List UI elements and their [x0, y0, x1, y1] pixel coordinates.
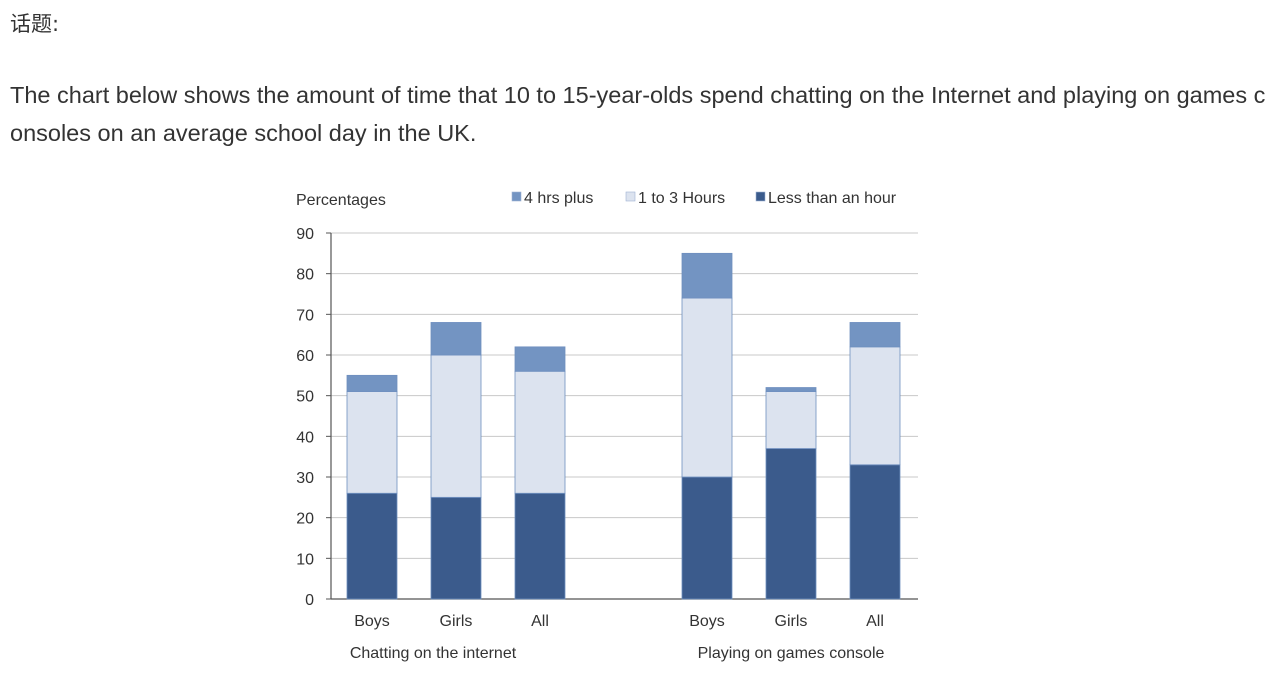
prompt-text: The chart below shows the amount of time… [10, 82, 1266, 146]
y-tick-label: 90 [296, 226, 314, 243]
bar-segment-less-than-an-hour [681, 476, 733, 600]
bar-segment-less-than-an-hour [765, 448, 817, 600]
bar-segment-1-to-3-hours [765, 391, 817, 449]
legend-swatch [511, 191, 522, 202]
x-tick-label: All [866, 613, 884, 630]
y-tick-label: 80 [296, 267, 314, 284]
y-tick-label: 60 [296, 348, 314, 365]
legend-label: 4 hrs plus [524, 190, 593, 207]
y-tick-label: 10 [296, 551, 314, 568]
x-tick-label: Boys [689, 613, 725, 630]
x-tick-label: Girls [440, 613, 473, 630]
bar-segment-less-than-an-hour [514, 492, 566, 600]
bar-segment-4-hrs-plus [514, 346, 566, 372]
bar-segment-4-hrs-plus [849, 322, 901, 348]
bar-segment-1-to-3-hours [514, 370, 566, 494]
y-tick-label: 0 [305, 592, 314, 609]
bar-segment-1-to-3-hours [430, 354, 482, 498]
y-axis-label: Percentages [296, 192, 386, 209]
legend-swatch [625, 191, 636, 202]
bar-segment-1-to-3-hours [849, 346, 901, 466]
legend-swatch [755, 191, 766, 202]
bar-segment-4-hrs-plus [681, 252, 733, 299]
bar-segment-less-than-an-hour [430, 496, 482, 600]
x-tick-label: Girls [775, 613, 808, 630]
group-label: Chatting on the internet [350, 645, 517, 662]
topic-label: 话题: [10, 12, 60, 36]
y-tick-label: 20 [296, 511, 314, 528]
bar-segment-4-hrs-plus [765, 387, 817, 392]
y-tick-label: 30 [296, 470, 314, 487]
y-tick-label: 40 [296, 429, 314, 446]
bar-segment-1-to-3-hours [681, 297, 733, 478]
bar-segment-less-than-an-hour [346, 492, 398, 600]
bar-segment-1-to-3-hours [346, 391, 398, 494]
x-tick-label: Boys [354, 613, 390, 630]
group-label: Playing on games console [698, 645, 885, 662]
bar-segment-4-hrs-plus [346, 374, 398, 393]
y-tick-label: 50 [296, 389, 314, 406]
bar-segment-less-than-an-hour [849, 464, 901, 600]
legend-label: 1 to 3 Hours [638, 190, 725, 207]
y-tick-label: 70 [296, 307, 314, 324]
bar-segment-4-hrs-plus [430, 322, 482, 356]
legend-label: Less than an hour [768, 190, 897, 207]
x-tick-label: All [531, 613, 549, 630]
